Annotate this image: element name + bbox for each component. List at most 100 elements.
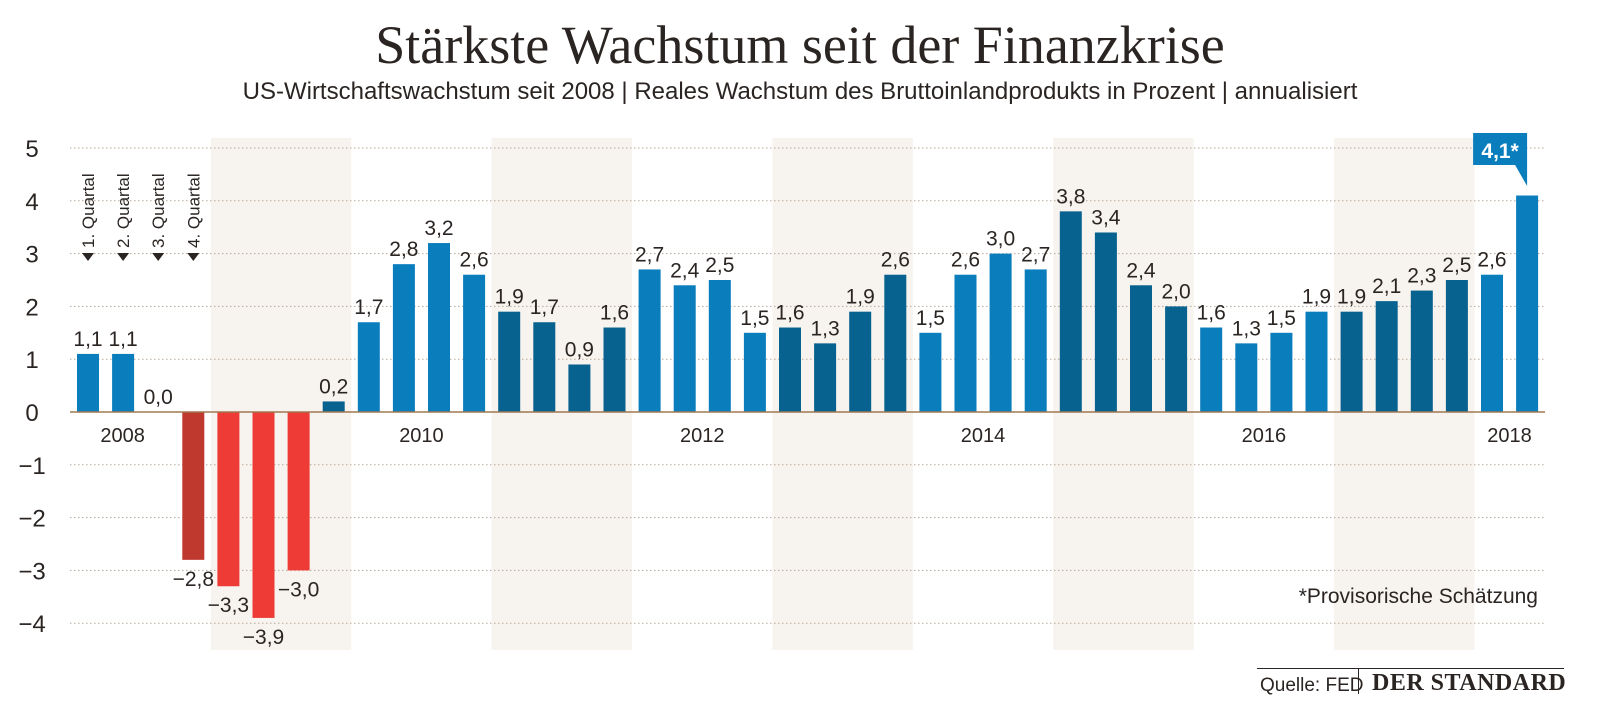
year-label: 2018 bbox=[1487, 425, 1532, 447]
source-separator bbox=[1358, 668, 1359, 694]
highlight-value-label: 4,1* bbox=[1481, 140, 1519, 163]
bar bbox=[533, 322, 556, 412]
bar bbox=[814, 343, 837, 412]
bar bbox=[1235, 343, 1258, 412]
y-tick-label: 3 bbox=[25, 242, 38, 269]
bar bbox=[1270, 332, 1293, 412]
bar bbox=[919, 332, 942, 412]
y-tick-label: 5 bbox=[25, 136, 38, 163]
bar-value-label: 2,6 bbox=[951, 249, 980, 272]
bar bbox=[1200, 327, 1223, 412]
bar-value-label: 1,6 bbox=[1197, 302, 1226, 325]
quarter-label: 2. Quartal bbox=[114, 173, 133, 248]
down-arrow-icon bbox=[187, 253, 200, 261]
bar-value-label: 2,7 bbox=[1021, 243, 1050, 266]
bar bbox=[182, 412, 205, 560]
down-arrow-icon bbox=[152, 253, 165, 261]
bar-value-label: 1,9 bbox=[495, 286, 524, 309]
bar bbox=[217, 412, 240, 587]
bar-value-label: 2,4 bbox=[670, 259, 700, 282]
bar bbox=[1516, 195, 1539, 412]
bar bbox=[77, 353, 99, 412]
bar-value-label: 2,1 bbox=[1372, 275, 1401, 298]
bar bbox=[287, 412, 310, 571]
bar-value-label: 0,0 bbox=[144, 386, 173, 409]
source-text: Quelle: FED bbox=[1260, 675, 1364, 696]
bar-value-label: −2,8 bbox=[173, 568, 214, 591]
bar bbox=[1130, 285, 1152, 412]
footnote: *Provisorische Schätzung bbox=[1298, 585, 1538, 608]
bar-value-label: 2,6 bbox=[459, 249, 488, 272]
bar-value-label: 2,6 bbox=[1477, 249, 1506, 272]
bar-value-label: 1,6 bbox=[600, 302, 629, 325]
bar bbox=[1340, 311, 1363, 412]
bar-value-label: 2,8 bbox=[389, 238, 418, 261]
y-tick-label: −1 bbox=[18, 453, 45, 480]
bar bbox=[428, 243, 450, 412]
bar-value-label: 1,6 bbox=[775, 302, 804, 325]
bar bbox=[673, 285, 696, 412]
bar-value-label: −3,9 bbox=[243, 626, 284, 649]
bar-value-label: 2,0 bbox=[1161, 280, 1190, 303]
bar-value-label: 2,7 bbox=[635, 243, 664, 266]
year-label: 2012 bbox=[680, 425, 725, 447]
bar-value-label: 1,5 bbox=[1267, 307, 1296, 330]
bar bbox=[1094, 232, 1117, 412]
y-tick-label: −3 bbox=[18, 558, 45, 585]
bar bbox=[708, 280, 731, 412]
bar bbox=[743, 332, 766, 412]
bar bbox=[1410, 290, 1433, 412]
bar bbox=[463, 274, 486, 412]
bar bbox=[357, 322, 380, 412]
year-label: 2008 bbox=[100, 425, 145, 447]
y-tick-label: 0 bbox=[25, 400, 38, 427]
bar-value-label: 1,5 bbox=[916, 307, 945, 330]
bar-value-label: 0,9 bbox=[565, 338, 594, 361]
bar bbox=[498, 311, 521, 412]
bar-value-label: 1,7 bbox=[354, 296, 383, 319]
bar-value-label: 3,0 bbox=[986, 228, 1015, 251]
bar bbox=[1481, 274, 1503, 412]
quarter-label: 4. Quartal bbox=[184, 173, 203, 248]
bar-value-label: 3,4 bbox=[1091, 206, 1121, 229]
y-tick-label: 1 bbox=[25, 347, 38, 374]
bar-value-label: −3,0 bbox=[278, 578, 319, 601]
bar bbox=[779, 327, 801, 412]
bar bbox=[322, 401, 345, 412]
bar bbox=[1445, 280, 1468, 412]
y-tick-label: −2 bbox=[18, 506, 45, 533]
bar-value-label: 1,9 bbox=[846, 286, 875, 309]
bar-value-label: 2,5 bbox=[705, 254, 734, 277]
bar bbox=[1305, 311, 1328, 412]
chart-subtitle: US-Wirtschaftswachstum seit 2008 | Reale… bbox=[242, 78, 1358, 105]
year-label: 2014 bbox=[961, 425, 1006, 447]
down-arrow-icon bbox=[82, 253, 94, 261]
bar-value-label: 2,3 bbox=[1407, 265, 1436, 288]
bar bbox=[954, 274, 977, 412]
bar-value-label: 1,7 bbox=[530, 296, 559, 319]
bar-value-label: 3,2 bbox=[424, 217, 453, 240]
bar bbox=[989, 253, 1012, 412]
bar bbox=[849, 311, 872, 412]
bar-value-label: 2,4 bbox=[1126, 259, 1156, 282]
highlight-callout bbox=[1473, 133, 1528, 186]
bar-value-label: 0,2 bbox=[319, 375, 348, 398]
bar-value-label: 1,9 bbox=[1302, 286, 1331, 309]
quarter-label: 3. Quartal bbox=[149, 173, 168, 248]
y-tick-label: 4 bbox=[25, 189, 38, 216]
year-label: 2016 bbox=[1242, 425, 1287, 447]
bar-value-label: 1,3 bbox=[1232, 317, 1261, 340]
bar bbox=[252, 412, 275, 618]
y-tick-label: 2 bbox=[25, 294, 38, 321]
bar bbox=[112, 353, 135, 412]
bar bbox=[1059, 211, 1082, 412]
bar-value-label: 1,3 bbox=[810, 317, 839, 340]
der-standard-logo: DER STANDARD bbox=[1372, 670, 1567, 696]
bar-value-label: −3,3 bbox=[208, 594, 249, 617]
bar bbox=[1024, 269, 1047, 412]
source-divider bbox=[1257, 668, 1564, 669]
bar bbox=[1165, 306, 1188, 412]
bar bbox=[638, 269, 661, 412]
year-label: 2010 bbox=[399, 425, 444, 447]
bar bbox=[1375, 301, 1398, 412]
